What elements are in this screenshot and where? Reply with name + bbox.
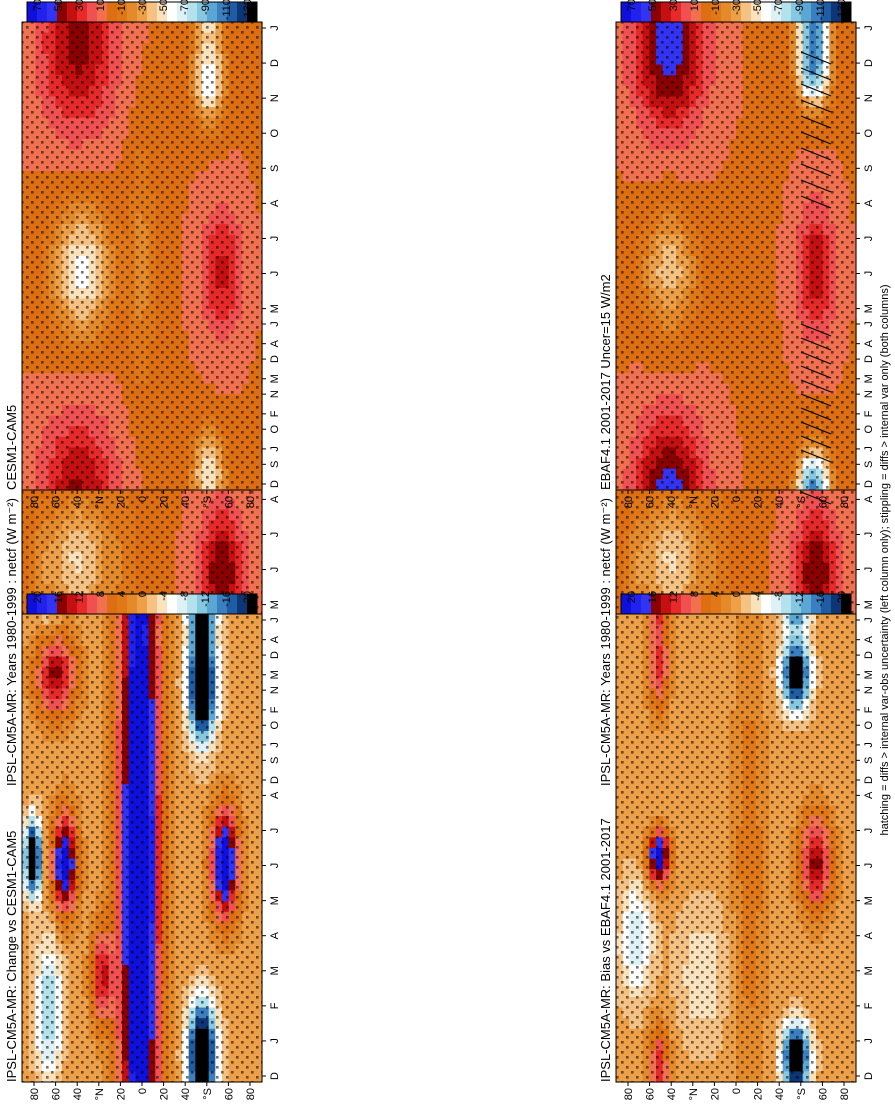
- hatch-line: [800, 421, 832, 435]
- lat-tick-label: °S: [796, 496, 808, 508]
- hatch-line: [800, 115, 832, 129]
- lat-tick-label: 80: [623, 496, 635, 508]
- month-tick-label: N: [863, 390, 875, 398]
- month-tick-label: M: [863, 670, 875, 679]
- hatch-line: [800, 379, 832, 393]
- lat-tick-label: 0: [731, 496, 743, 502]
- month-tick-label: M: [863, 600, 875, 609]
- hatch-line: [800, 337, 832, 351]
- hatch-line: [800, 163, 832, 177]
- month-tick-label: J: [269, 742, 281, 748]
- lat-tick-label: °N: [688, 496, 700, 508]
- lat-tick-label: 60: [645, 496, 657, 508]
- month-tick-label: O: [863, 425, 875, 434]
- month-tick-label: S: [863, 461, 875, 468]
- hatch-line: [800, 491, 832, 505]
- month-tick-label: J: [863, 742, 875, 748]
- month-tick-label: O: [269, 425, 281, 434]
- month-tick-label: J: [863, 321, 875, 327]
- stippling-overlay: [616, 22, 856, 490]
- hatch-line: [800, 179, 832, 193]
- lat-tick-label: 20: [709, 496, 721, 508]
- lat-tick-label: 40: [774, 496, 786, 508]
- lat-tick-label: 60: [817, 496, 829, 508]
- hatch-line: [800, 51, 832, 65]
- hatch-line: [800, 67, 832, 81]
- hatch-line: [800, 195, 832, 209]
- month-tick-label: A: [269, 635, 281, 643]
- lat-tick-label: 80: [839, 496, 851, 508]
- month-tick-label: D: [863, 776, 875, 784]
- hatch-line: [800, 131, 832, 145]
- month-tick-label: N: [269, 390, 281, 398]
- lat-tick-label: 40: [666, 496, 678, 508]
- chart-title: IPSL-CM5A-MR: Years 1980-1999 : netcf (W…: [4, 498, 19, 786]
- hatch-line: [800, 365, 832, 379]
- chart-panel-3: EBAF4.1 2001-2017 Uncer=15 W/m2 80 60 40 °N 2…: [598, 0, 875, 508]
- month-tick-label: D: [269, 776, 281, 784]
- lat-tick-label: 20: [753, 496, 765, 508]
- month-tick-label: J: [269, 567, 281, 573]
- hatch-line: [800, 147, 832, 161]
- month-tick-label: A: [863, 635, 875, 643]
- hatch-line: [800, 323, 832, 337]
- month-tick-label: M: [269, 600, 281, 609]
- hatch-line: [800, 393, 832, 407]
- month-tick-label: D: [863, 355, 875, 363]
- month-tick-label: J: [269, 321, 281, 327]
- hatch-line: [800, 351, 832, 365]
- hatch-line: [800, 449, 832, 463]
- month-tick-label: F: [863, 706, 875, 713]
- chart-title: IPSL-CM5A-MR: Years 1980-1999 : netcf (W…: [598, 498, 613, 786]
- month-tick-label: A: [863, 495, 875, 503]
- month-tick-label: J: [269, 532, 281, 538]
- hatching-overlay: [800, 51, 832, 463]
- month-tick-label: J: [863, 567, 875, 573]
- hatch-line: [800, 435, 832, 449]
- month-tick-label: F: [269, 706, 281, 713]
- month-tick-label: M: [269, 670, 281, 679]
- chart-title: EBAF4.1 2001-2017 Uncer=15 W/m2: [598, 274, 613, 490]
- month-tick-label: D: [269, 355, 281, 363]
- hatch-line: [800, 407, 832, 421]
- month-tick-label: A: [269, 495, 281, 503]
- month-tick-label: J: [863, 532, 875, 538]
- hatch-line: [800, 99, 832, 113]
- month-tick-label: S: [269, 461, 281, 468]
- hatch-line: [800, 83, 832, 97]
